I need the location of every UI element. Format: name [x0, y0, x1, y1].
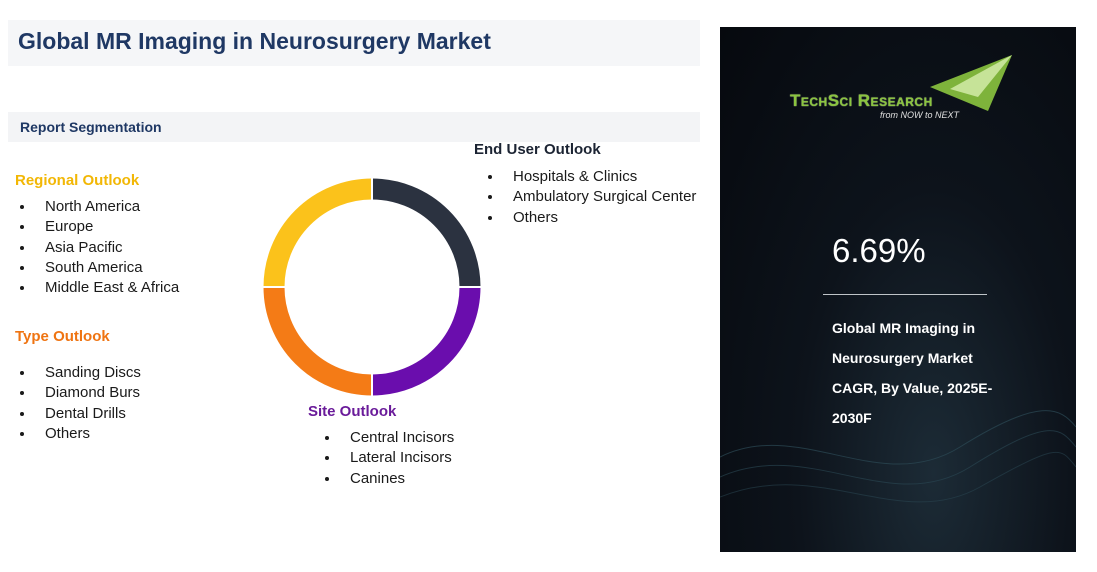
bullet [325, 456, 329, 461]
bullet [20, 371, 24, 375]
item-text: Sanding Discs [45, 364, 141, 381]
list-item: Middle East & Africa [20, 278, 179, 298]
cagr-value: 6.69% [832, 232, 926, 269]
group-title: Site Outlook [308, 403, 397, 420]
item-text: Others [45, 424, 91, 442]
page-title: Global MR Imaging in Neurosurgery Market [18, 28, 491, 54]
item-text: Dental Drills [45, 404, 126, 422]
list-item: North America [20, 197, 140, 217]
list-item: Asia Pacific [20, 238, 123, 258]
bullet [20, 245, 24, 250]
list-item: South America [20, 258, 143, 278]
list-item: Diamond Burs [20, 383, 140, 403]
list-item: Dental Drills [20, 404, 126, 424]
donut [259, 174, 485, 400]
item-text: Asia Pacific [45, 238, 123, 256]
bullet [20, 391, 24, 396]
bullet [20, 431, 24, 436]
item-text: Hospitals & Clinics [513, 168, 638, 185]
item-text: Ambulatory Surgical Center [513, 188, 697, 206]
item-text: Middle East & Africa [45, 279, 180, 297]
summary-panel [720, 27, 1076, 552]
bullet [488, 195, 492, 200]
bullet [325, 436, 329, 440]
group-title: Type Outlook [15, 328, 110, 345]
list-item: Others [20, 424, 90, 444]
bullet [488, 215, 492, 220]
tagline: from NOW to NEXT [880, 110, 960, 120]
list-item: Hospitals & Clinics [488, 167, 637, 187]
bullet [20, 225, 24, 230]
bullet [20, 411, 24, 416]
bullet [325, 476, 329, 481]
list-item: Ambulatory Surgical Center [488, 187, 696, 207]
item-text: Europe [45, 218, 94, 236]
item-text: Lateral Incisors [350, 449, 452, 467]
group-title: End User Outlook [474, 141, 601, 158]
bullet [488, 175, 492, 179]
bullet [20, 205, 24, 209]
brand: TechSci Research [790, 91, 933, 110]
group-title: Regional Outlook [15, 172, 140, 189]
segmentation-strip [8, 112, 700, 142]
title-strip [8, 20, 700, 66]
panel-waves [720, 55, 1076, 503]
item-text: Canines [350, 469, 406, 487]
donut-segment [371, 178, 481, 288]
item-text: South America [45, 258, 143, 276]
item-text: Central Incisors [350, 429, 455, 446]
cagr-description: Global MR Imaging in Neurosurgery Market… [832, 320, 993, 426]
divider [823, 294, 987, 295]
bullet [20, 265, 24, 270]
list-item: Sanding Discs [20, 363, 141, 383]
item-text: Others [513, 208, 559, 226]
segmentation-label: Report Segmentation [20, 119, 162, 135]
list-item: Lateral Incisors [325, 448, 452, 468]
donut-segment [263, 286, 373, 396]
donut-segment [371, 286, 481, 396]
item-text: Diamond Burs [45, 384, 141, 402]
bullet [20, 286, 24, 291]
list-item: Central Incisors [325, 428, 454, 448]
list-item: Europe [20, 217, 93, 237]
donut-segment [263, 178, 373, 288]
list-item: Canines [325, 469, 405, 489]
list-item: Others [488, 208, 558, 228]
item-text: North America [45, 198, 141, 215]
